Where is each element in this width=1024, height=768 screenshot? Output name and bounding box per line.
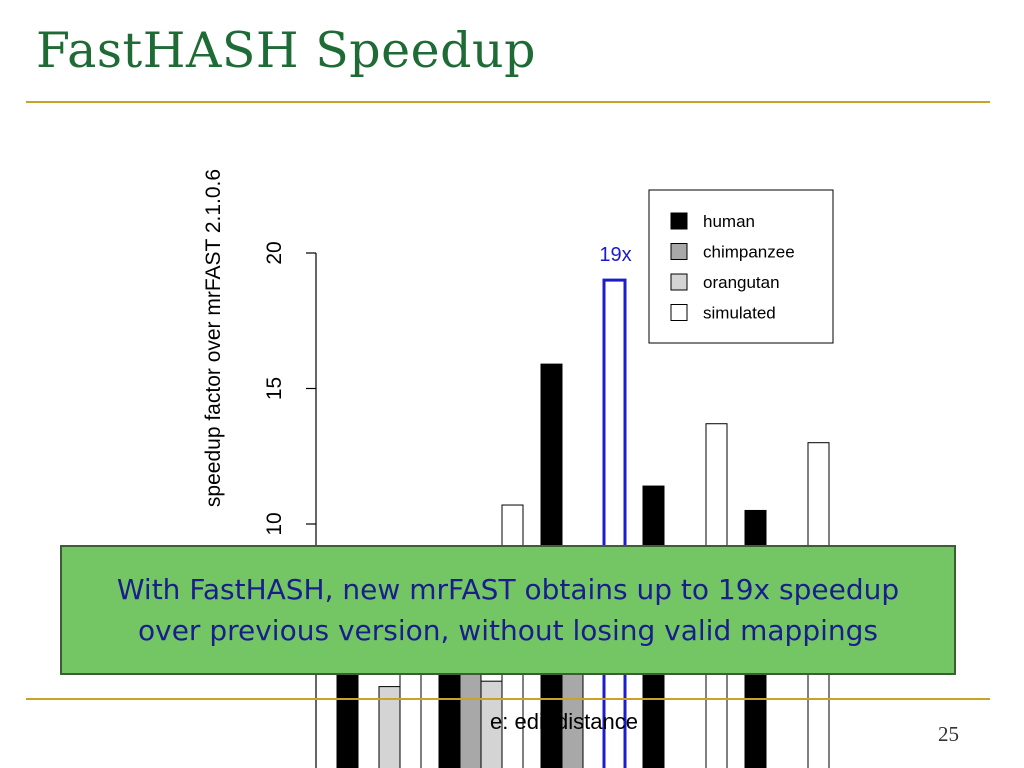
- bar-human-group-1: [336, 667, 359, 768]
- legend-swatch-chimpanzee: [670, 243, 688, 260]
- annotation-19x: 19x: [599, 244, 631, 266]
- y-tick-label-20: 20: [263, 241, 286, 264]
- legend-swatch-orangutan: [670, 273, 688, 291]
- legend-label-orangutan: orangutan: [703, 273, 780, 292]
- legend-swatch-human: [670, 212, 688, 230]
- summary-callout: With FastHASH, new mrFAST obtains up to …: [60, 545, 956, 675]
- page-number: 25: [938, 722, 959, 746]
- y-tick-label-15: 15: [263, 377, 286, 400]
- x-axis-label: e: edit distance: [490, 709, 638, 734]
- legend-swatch-simulated: [670, 304, 688, 321]
- legend-label-simulated: simulated: [703, 304, 776, 323]
- slide-title: FastHASH Speedup: [36, 22, 536, 79]
- bar-simulated-group-3: [602, 278, 627, 768]
- y-tick-label-10: 10: [263, 512, 286, 535]
- legend-label-chimpanzee: chimpanzee: [703, 243, 795, 262]
- title-divider: [26, 101, 990, 103]
- legend-label-human: human: [703, 212, 755, 231]
- y-axis-label: speedup factor over mrFAST 2.1.0.6: [202, 169, 225, 507]
- footer-divider: [26, 698, 990, 700]
- summary-callout-text: With FastHASH, new mrFAST obtains up to …: [116, 573, 900, 647]
